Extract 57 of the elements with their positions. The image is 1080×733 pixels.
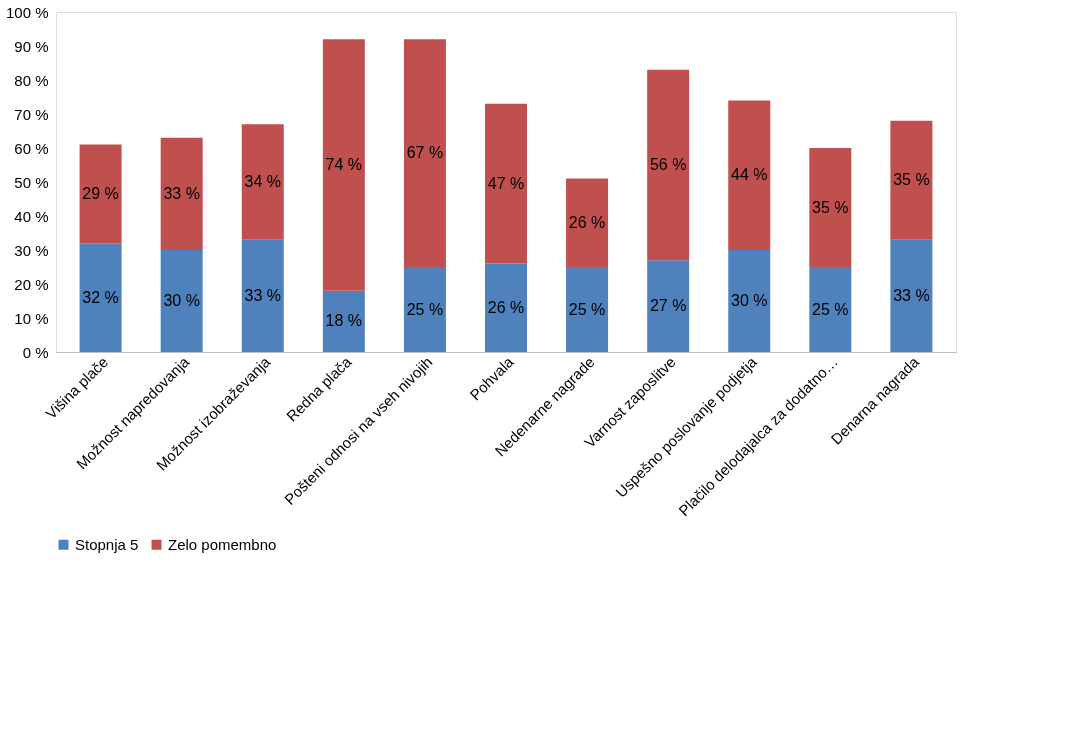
bar: [485, 103, 527, 264]
bar: [647, 260, 690, 352]
bar: [241, 124, 284, 240]
bar: [890, 120, 933, 240]
data-label: 33 %: [893, 286, 930, 304]
data-label: 32 %: [82, 288, 119, 306]
data-label: 33 %: [244, 286, 281, 304]
data-label: 74 %: [325, 156, 363, 173]
bar: [403, 39, 446, 267]
data-label: 26 %: [568, 213, 606, 231]
y-tick-label: 80 %: [14, 71, 49, 89]
data-label: 47 %: [487, 174, 525, 192]
y-tick-label: 0 %: [22, 343, 49, 361]
data-label: 67 %: [406, 144, 444, 162]
y-tick-label: 90 %: [14, 37, 49, 55]
bar: [566, 267, 609, 352]
data-label: 26 %: [487, 298, 525, 316]
data-label: 35 %: [812, 198, 849, 216]
data-label: 18 %: [325, 312, 363, 330]
data-label: 25 %: [406, 300, 444, 318]
y-tick-label: 70 %: [14, 105, 49, 123]
bar: [322, 290, 365, 352]
y-tick-label: 40 %: [14, 207, 49, 225]
y-tick-label: 10 %: [14, 309, 49, 327]
bar: [809, 267, 852, 352]
bar: [647, 69, 690, 261]
data-label: 44 %: [731, 166, 768, 184]
data-label: 33 %: [163, 184, 200, 202]
y-tick-label: 30 %: [14, 241, 49, 259]
data-label: 35 %: [893, 171, 930, 189]
bar: [485, 263, 527, 352]
bar: [241, 239, 284, 352]
y-tick-label: 60 %: [14, 139, 49, 157]
bar: [79, 144, 122, 244]
bar: [566, 178, 609, 267]
bar: [890, 239, 933, 352]
legend-label: Zelo pomembno: [168, 535, 277, 553]
bar: [160, 250, 203, 352]
y-tick-label: 50 %: [14, 173, 49, 191]
data-label: 27 %: [649, 297, 687, 315]
y-tick-label: 100 %: [5, 3, 49, 21]
bar: [728, 100, 771, 250]
bar: [403, 267, 446, 352]
bar: [728, 250, 771, 352]
bar: [322, 39, 365, 291]
bar: [809, 148, 852, 267]
data-label: 30 %: [731, 292, 768, 309]
data-label: 25 %: [812, 300, 849, 318]
legend-label: Stopnja 5: [75, 535, 139, 553]
bar: [160, 137, 203, 250]
data-label: 25 %: [568, 300, 606, 318]
data-label: 34 %: [244, 173, 281, 190]
data-label: 29 %: [82, 184, 119, 202]
y-tick-label: 20 %: [14, 275, 49, 293]
data-label: 30 %: [163, 292, 200, 309]
bar: [79, 243, 122, 352]
data-label: 56 %: [649, 156, 687, 173]
